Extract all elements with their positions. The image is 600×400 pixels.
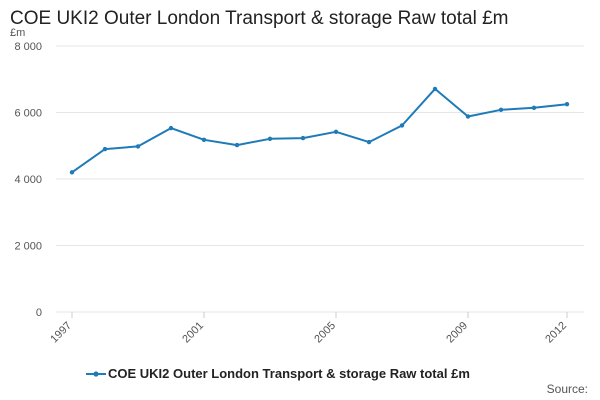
series-line — [71, 87, 568, 174]
data-point — [531, 105, 537, 111]
data-point — [564, 101, 570, 107]
y-tick-label: 4 000 — [14, 174, 42, 186]
y-tick-label: 2 000 — [14, 241, 42, 253]
data-point — [234, 142, 240, 148]
data-point — [69, 170, 75, 175]
x-tick-label: 2001 — [180, 320, 206, 346]
gridlines — [56, 45, 584, 313]
data-point — [333, 129, 339, 134]
data-point — [102, 146, 108, 152]
data-point — [399, 123, 405, 128]
data-point — [432, 86, 438, 92]
data-point — [498, 107, 504, 113]
x-tick-label: 1997 — [48, 320, 74, 346]
data-point — [366, 139, 372, 145]
y-axis-unit-label: £m — [10, 27, 26, 39]
x-tick-label: 2012 — [543, 320, 569, 346]
y-tick-label: 8 000 — [14, 41, 42, 53]
data-point — [201, 137, 207, 142]
data-point — [267, 136, 273, 141]
x-tick-label: 2009 — [444, 320, 470, 346]
legend-swatch-icon — [86, 370, 106, 377]
data-point — [300, 135, 306, 141]
y-tick-label: 0 — [36, 307, 42, 319]
y-tick-label: 6 000 — [14, 108, 42, 120]
data-point — [465, 114, 471, 119]
legend[interactable]: COE UKI2 Outer London Transport & storag… — [86, 366, 470, 381]
data-point — [168, 125, 174, 131]
legend-label: COE UKI2 Outer London Transport & storag… — [108, 366, 470, 381]
chart-title: COE UKI2 Outer London Transport & storag… — [10, 8, 509, 29]
axes: 0 2 000 4 000 6 000 8 000 1997 2001 2005 2009 201… — [14, 41, 569, 345]
data-point — [135, 144, 141, 149]
x-tick-label: 2005 — [312, 320, 338, 346]
series-layer — [69, 86, 570, 175]
source-label: Source: — [546, 382, 588, 396]
